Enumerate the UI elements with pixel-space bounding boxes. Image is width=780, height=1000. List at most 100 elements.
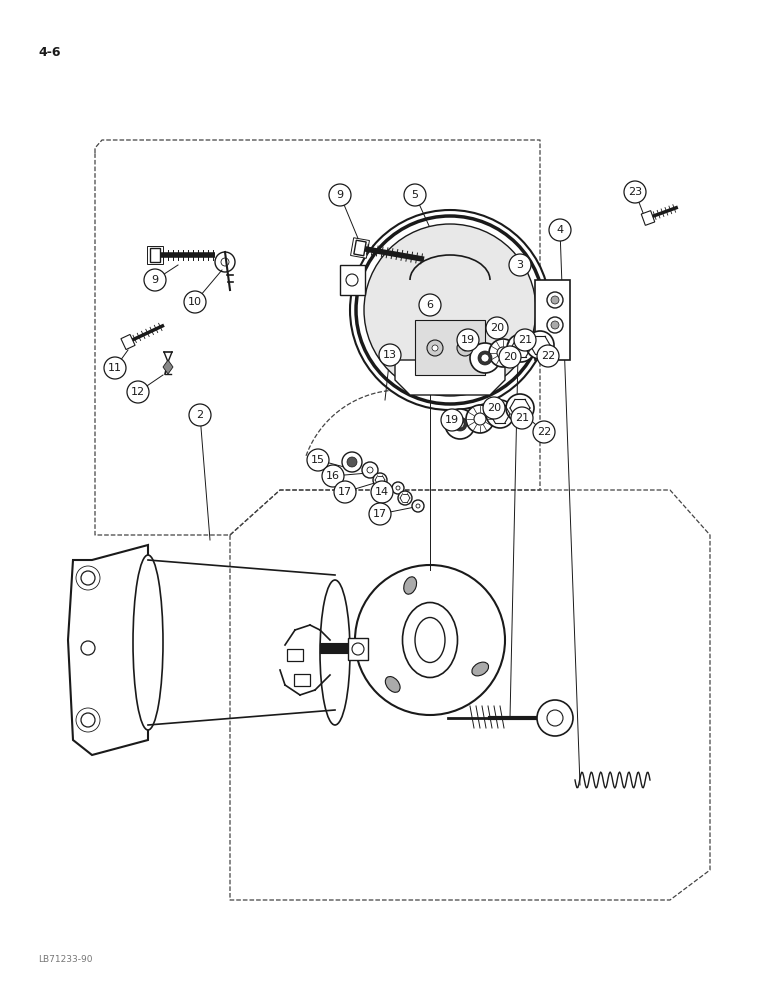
Polygon shape (354, 240, 366, 256)
Text: 10: 10 (188, 297, 202, 307)
Text: 15: 15 (311, 455, 325, 465)
Circle shape (466, 405, 494, 433)
Text: 21: 21 (518, 335, 532, 345)
Circle shape (432, 345, 438, 351)
Ellipse shape (133, 555, 163, 730)
Text: 19: 19 (445, 415, 459, 425)
Circle shape (483, 397, 505, 419)
Polygon shape (641, 211, 654, 225)
Circle shape (509, 254, 531, 276)
Circle shape (549, 219, 571, 241)
Circle shape (506, 394, 534, 422)
Polygon shape (348, 638, 368, 660)
Circle shape (547, 317, 563, 333)
Circle shape (307, 449, 329, 471)
Polygon shape (340, 265, 365, 295)
Circle shape (441, 409, 463, 431)
Circle shape (486, 317, 508, 339)
Text: 12: 12 (131, 387, 145, 397)
Polygon shape (535, 280, 570, 360)
Circle shape (499, 346, 521, 368)
Circle shape (144, 269, 166, 291)
Circle shape (551, 321, 559, 329)
Polygon shape (121, 334, 135, 350)
Text: 20: 20 (487, 403, 501, 413)
Text: 20: 20 (503, 352, 517, 362)
Circle shape (347, 457, 357, 467)
Polygon shape (395, 360, 505, 395)
Polygon shape (415, 320, 485, 375)
Circle shape (362, 462, 378, 478)
Polygon shape (287, 649, 303, 661)
Text: 19: 19 (461, 335, 475, 345)
Circle shape (81, 571, 95, 585)
Circle shape (456, 420, 464, 428)
Circle shape (355, 565, 505, 715)
Polygon shape (350, 238, 370, 258)
Text: 4: 4 (556, 225, 564, 235)
Circle shape (104, 357, 126, 379)
Circle shape (537, 345, 559, 367)
Text: 9: 9 (151, 275, 158, 285)
Circle shape (184, 291, 206, 313)
Circle shape (369, 503, 391, 525)
Polygon shape (150, 248, 160, 262)
Circle shape (419, 294, 441, 316)
Circle shape (412, 500, 424, 512)
Text: 17: 17 (373, 509, 387, 519)
Polygon shape (294, 674, 310, 686)
Circle shape (624, 181, 646, 203)
Circle shape (445, 409, 475, 439)
Circle shape (329, 184, 351, 206)
Circle shape (470, 343, 500, 373)
Circle shape (322, 465, 344, 487)
Text: 14: 14 (375, 487, 389, 497)
Circle shape (373, 473, 387, 487)
Circle shape (537, 700, 573, 736)
Circle shape (507, 334, 535, 362)
Text: 2: 2 (197, 410, 204, 420)
Circle shape (453, 417, 467, 431)
Circle shape (481, 354, 489, 362)
Circle shape (478, 351, 492, 365)
Polygon shape (147, 246, 163, 264)
Text: 4-6: 4-6 (38, 45, 61, 58)
Circle shape (547, 292, 563, 308)
Ellipse shape (472, 662, 488, 676)
Circle shape (371, 481, 393, 503)
Circle shape (511, 407, 533, 429)
Text: 11: 11 (108, 363, 122, 373)
Ellipse shape (385, 677, 400, 692)
Circle shape (392, 482, 404, 494)
Text: 17: 17 (338, 487, 352, 497)
Circle shape (462, 345, 468, 351)
Circle shape (379, 344, 401, 366)
Text: 13: 13 (383, 350, 397, 360)
Text: 3: 3 (516, 260, 523, 270)
Text: 21: 21 (515, 413, 529, 423)
Text: 23: 23 (628, 187, 642, 197)
Circle shape (398, 491, 412, 505)
Circle shape (81, 713, 95, 727)
Text: LB71233-90: LB71233-90 (38, 956, 93, 964)
Text: 22: 22 (541, 351, 555, 361)
Text: 20: 20 (490, 323, 504, 333)
Circle shape (489, 339, 517, 367)
Text: 9: 9 (336, 190, 343, 200)
Circle shape (334, 481, 356, 503)
Circle shape (350, 210, 550, 410)
Circle shape (457, 340, 473, 356)
Text: 6: 6 (427, 300, 434, 310)
Circle shape (81, 641, 95, 655)
Polygon shape (163, 360, 173, 374)
Polygon shape (68, 545, 148, 755)
Ellipse shape (320, 580, 350, 725)
Circle shape (127, 381, 149, 403)
Circle shape (342, 452, 362, 472)
Text: 22: 22 (537, 427, 551, 437)
Circle shape (551, 296, 559, 304)
Text: 16: 16 (326, 471, 340, 481)
Ellipse shape (404, 577, 417, 594)
Circle shape (189, 404, 211, 426)
Text: 5: 5 (412, 190, 419, 200)
